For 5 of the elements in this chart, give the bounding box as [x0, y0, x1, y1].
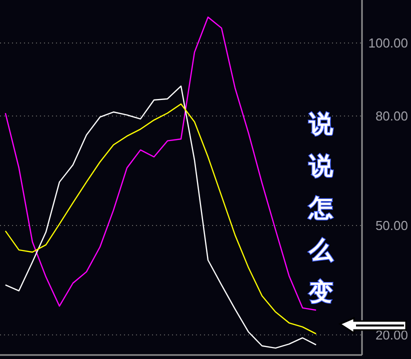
- y-tick-label: 80.00: [375, 108, 408, 124]
- annotation: 说说怎么变: [309, 111, 333, 306]
- y-tick-label: 50.00: [375, 218, 408, 233]
- y-tick-label: 20.00: [375, 327, 408, 342]
- y-tick-label: 100.00: [368, 36, 408, 51]
